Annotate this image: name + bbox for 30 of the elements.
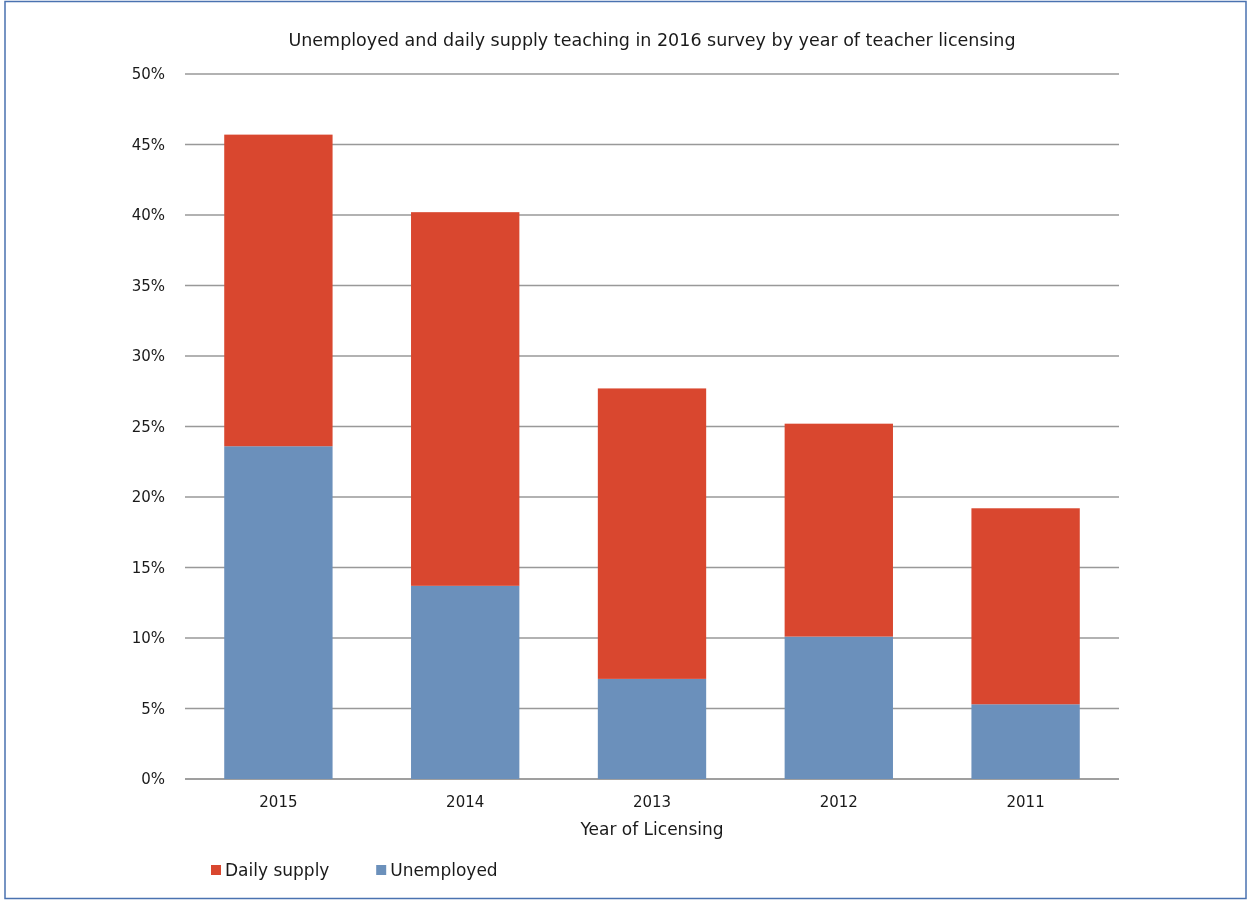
y-tick-label: 10%	[131, 629, 165, 647]
y-tick-label: 25%	[131, 417, 165, 436]
x-tick-label: 2015	[259, 793, 298, 811]
bar	[597, 388, 707, 679]
bar	[224, 134, 333, 447]
bar	[597, 678, 707, 779]
bar	[784, 423, 893, 637]
y-tick-label: 45%	[131, 135, 165, 154]
y-tick-label: 0%	[141, 770, 165, 788]
y-tick-label: 30%	[131, 347, 165, 365]
legend-label: Unemployed	[390, 860, 498, 880]
bar	[971, 508, 1080, 705]
x-tick-label: 2014	[446, 793, 485, 811]
y-tick-label: 15%	[131, 558, 165, 577]
y-tick-label: 40%	[131, 206, 165, 224]
bar	[971, 704, 1080, 779]
y-tick-label: 50%	[131, 65, 165, 83]
chart-title: Unemployed and daily supply teaching in 2016 survey by year of teacher licensing	[288, 30, 1016, 50]
y-tick-label: 5%	[141, 699, 165, 718]
bar	[224, 446, 333, 779]
y-tick-label: 20%	[131, 488, 165, 506]
bar	[784, 636, 893, 779]
x-tick-label: 2012	[819, 793, 858, 811]
legend-label: Daily supply	[225, 860, 330, 880]
x-axis-title: Year of Licensing	[579, 819, 724, 839]
x-tick-label: 2011	[1006, 793, 1045, 811]
y-tick-label: 35%	[131, 276, 165, 295]
x-tick-label: 2013	[632, 793, 672, 811]
bar	[411, 585, 520, 779]
bar	[411, 212, 520, 586]
